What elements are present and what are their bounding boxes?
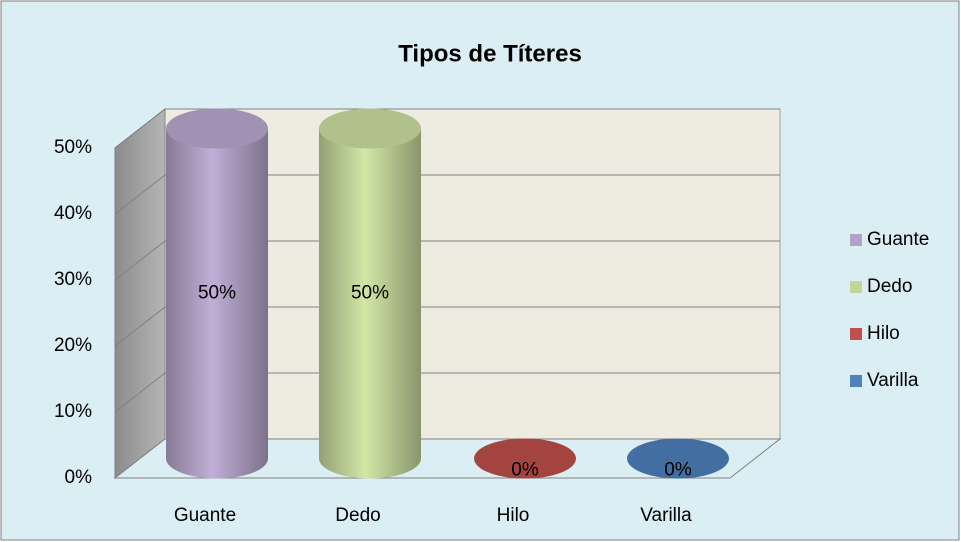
bar-top	[627, 438, 729, 479]
side-wall	[114, 107, 166, 480]
bar	[627, 438, 729, 479]
y-tick-label: 10%	[54, 401, 92, 422]
legend-label: Guante	[867, 229, 929, 250]
bar-top	[166, 108, 268, 149]
data-label: 50%	[198, 283, 236, 304]
bar-body	[166, 128, 268, 479]
y-tick-label: 20%	[54, 335, 92, 356]
grid-line	[114, 108, 780, 149]
bar	[319, 108, 421, 479]
bar-top	[474, 438, 576, 479]
legend-swatch	[850, 234, 862, 246]
bar	[166, 108, 268, 479]
grid-line	[114, 372, 780, 413]
grid-line	[114, 174, 780, 215]
bar	[474, 438, 576, 479]
data-label: 50%	[351, 283, 389, 304]
grid-line	[114, 240, 780, 281]
legend-label: Dedo	[867, 276, 912, 297]
bar-top	[319, 108, 421, 149]
legend-swatch	[850, 281, 862, 293]
bar-body	[319, 128, 421, 479]
x-tick-label: Guante	[174, 505, 236, 526]
y-tick-label: 50%	[54, 137, 92, 158]
y-tick-label: 30%	[54, 269, 92, 290]
legend-label: Hilo	[867, 323, 900, 344]
x-tick-label: Dedo	[335, 505, 380, 526]
legend-label: Varilla	[867, 370, 919, 391]
y-tick-label: 40%	[54, 203, 92, 224]
legend-swatch	[850, 328, 862, 340]
data-label: 0%	[664, 460, 692, 481]
grid-line	[114, 306, 780, 347]
x-tick-label: Varilla	[640, 505, 692, 526]
legend-swatch	[850, 375, 862, 387]
data-label: 0%	[511, 460, 539, 481]
chart-title: Tipos de Títeres	[398, 40, 582, 67]
y-tick-label: 0%	[65, 467, 93, 488]
x-tick-label: Hilo	[497, 505, 530, 526]
